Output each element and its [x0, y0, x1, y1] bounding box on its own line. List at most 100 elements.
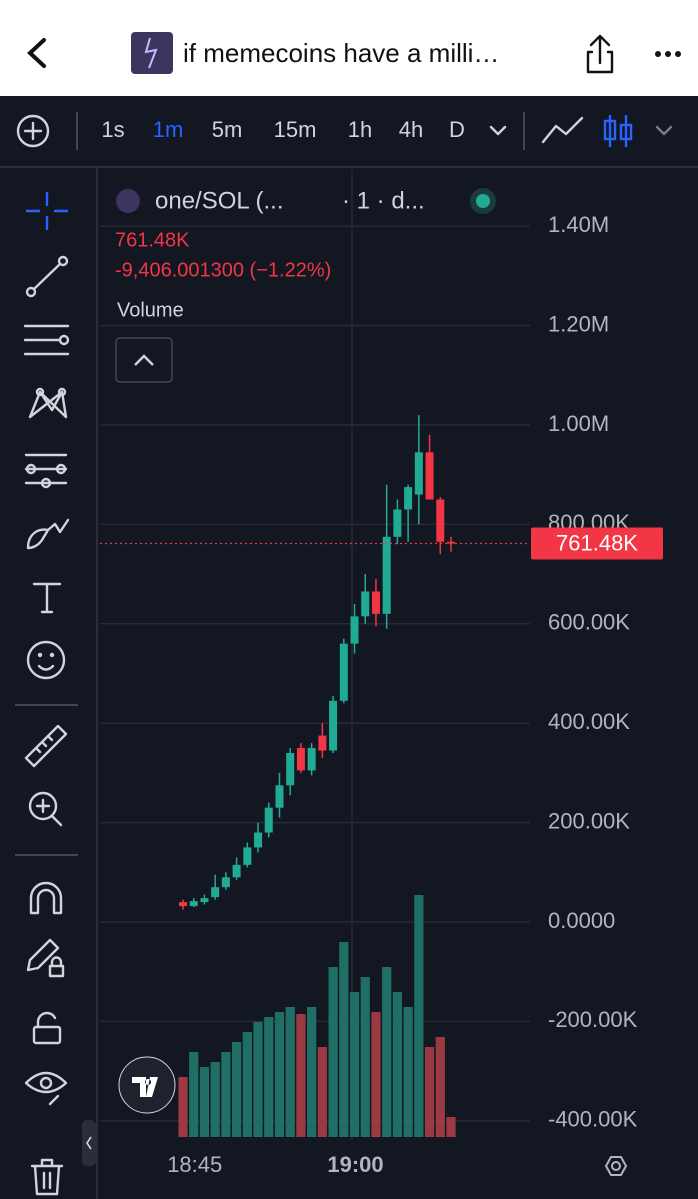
volume-bar: [360, 977, 370, 1137]
candle-body: [221, 877, 230, 888]
collapse-legend-button[interactable]: [115, 337, 173, 383]
timeframe[interactable]: 1m: [153, 117, 184, 142]
candle-body: [254, 832, 263, 848]
volume-bar: [296, 1014, 306, 1137]
y-tick-label: 1.20M: [548, 311, 609, 336]
timeframe[interactable]: 15m: [274, 117, 317, 142]
candle-body: [447, 541, 455, 544]
y-tick-label: 1.40M: [548, 212, 609, 237]
price-axis: 1.40M1.20M1.00M800.00K600.00K400.00K200.…: [100, 212, 663, 1132]
toolbar: [0, 96, 698, 168]
lock-tool[interactable]: [32, 1011, 62, 1045]
volume-bar: [371, 1012, 381, 1137]
time-axis: 18:45 19:00: [167, 1152, 383, 1177]
volume-bar: [349, 992, 360, 1137]
volume-bar: [328, 967, 338, 1137]
candle-body: [307, 748, 316, 771]
interval: · 1 · d...: [342, 187, 425, 214]
emoji-tool[interactable]: [26, 640, 66, 680]
volume-bar: [414, 895, 424, 1137]
last-price: 761.48K: [115, 229, 190, 251]
y-tick-label: -400.00K: [548, 1107, 638, 1132]
timeframe[interactable]: 1s: [101, 117, 124, 142]
candle-body: [339, 643, 348, 701]
delete-tool[interactable]: [30, 1158, 64, 1196]
settings-button[interactable]: [605, 1156, 627, 1176]
chart-type-dropdown[interactable]: [655, 125, 673, 136]
candle-chart-button[interactable]: [603, 115, 633, 147]
timeframes: 1s 1m 5m 15m 1h 4h D: [101, 117, 465, 142]
volume-bar: [435, 1037, 445, 1137]
visibility-tool[interactable]: [24, 1071, 68, 1106]
chevron-up: [134, 354, 154, 366]
candle-body: [179, 902, 187, 907]
candle-body: [382, 536, 391, 614]
collapse-handle[interactable]: [82, 1120, 96, 1166]
magnet-tool[interactable]: [29, 881, 63, 915]
timeframe[interactable]: D: [449, 117, 465, 142]
candle-body: [404, 487, 413, 510]
volume-bar: [339, 942, 349, 1137]
candle-body: [243, 847, 252, 865]
volume-bar: [446, 1117, 456, 1137]
timeframe-dropdown[interactable]: [489, 125, 507, 136]
candle-body: [200, 898, 209, 903]
brush-tool[interactable]: [26, 518, 70, 550]
volume-bar: [307, 1007, 317, 1137]
back-button[interactable]: [27, 38, 46, 68]
zoom-tool[interactable]: [28, 791, 63, 827]
candle-body: [329, 700, 338, 751]
candle-body: [436, 499, 445, 542]
lock-draw-tool[interactable]: [26, 938, 65, 978]
volume-bar: [242, 1032, 252, 1137]
candle-body: [414, 452, 423, 495]
y-tick-label: 600.00K: [548, 610, 630, 635]
tradingview-logo: [118, 1056, 176, 1114]
trend-line-tool[interactable]: [25, 255, 69, 298]
x-tick-label: 19:00: [327, 1152, 383, 1177]
volume-bar: [424, 1047, 435, 1137]
price-change: -9,406.001300 (−1.22%): [115, 259, 331, 281]
volume-bar: [403, 1007, 413, 1137]
volume-bar: [189, 1052, 199, 1137]
timeframe[interactable]: 5m: [212, 117, 243, 142]
candle-body: [189, 901, 198, 907]
candle-body: [286, 753, 295, 786]
volume-bar: [210, 1062, 220, 1137]
candle-body: [393, 509, 402, 537]
volume-bar: [221, 1052, 231, 1137]
avatar: [131, 32, 173, 74]
volume-bar: [264, 1017, 274, 1137]
volume-bars: [178, 895, 456, 1137]
status-dot: [476, 194, 490, 208]
ruler-tool[interactable]: [24, 724, 68, 768]
volume-bar: [178, 1077, 188, 1137]
symbol: one/SOL (...: [155, 187, 284, 214]
y-tick-label: 200.00K: [548, 808, 630, 833]
candle-body: [425, 452, 434, 500]
price-tag: [531, 527, 663, 560]
text-tool[interactable]: [32, 582, 62, 614]
price-tag-label: 761.48K: [556, 530, 638, 555]
candle-body: [350, 616, 359, 644]
prediction-tool[interactable]: [24, 453, 68, 489]
fib-tool[interactable]: [23, 324, 70, 356]
volume-bar: [317, 1047, 327, 1137]
candle-body: [371, 591, 380, 614]
volume-bar: [199, 1067, 210, 1137]
candle-body: [275, 785, 284, 808]
page-title: if memecoins have a milli…: [183, 38, 499, 68]
y-tick-label: 400.00K: [548, 709, 630, 734]
volume-bar: [382, 967, 392, 1137]
pattern-tool[interactable]: [28, 387, 68, 419]
timeframe[interactable]: 1h: [348, 117, 372, 142]
crosshair-tool[interactable]: [26, 192, 68, 230]
share-button[interactable]: [586, 34, 614, 74]
header-bar: [0, 0, 698, 96]
line-chart-button[interactable]: [541, 116, 584, 144]
timeframe[interactable]: 4h: [399, 117, 423, 142]
more-button[interactable]: [655, 51, 681, 57]
y-tick-label: 1.00M: [548, 411, 609, 436]
add-button[interactable]: [16, 114, 50, 148]
